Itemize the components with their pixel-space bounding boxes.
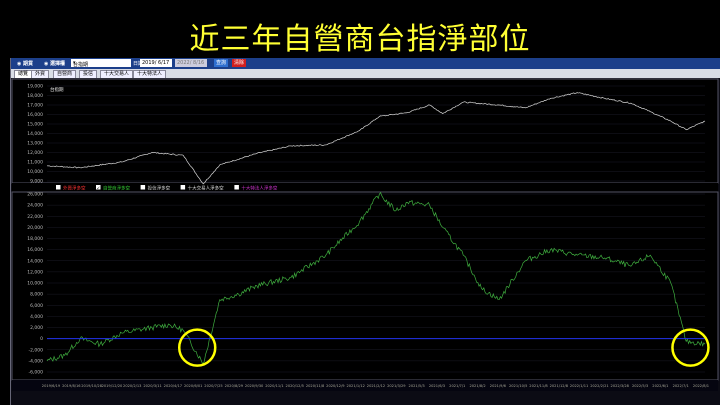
x-tick-label: 2022/3/28 (611, 384, 630, 388)
y-tick-label: 26,000 (27, 192, 43, 198)
y-tick-label: 16,000 (27, 112, 43, 118)
y-tick-label: 14,000 (27, 258, 43, 264)
x-tick-label: 2022/5/3 (632, 384, 648, 388)
y-tick-label: 8,000 (30, 292, 43, 298)
y-tick-label: 19,000 (27, 84, 43, 90)
position-panel (11, 191, 719, 381)
x-tick-label: 2021/6/3 (429, 384, 445, 388)
product-select[interactable]: 台指期 ▾ (71, 59, 131, 68)
legend-checkbox (96, 185, 101, 190)
legend-label: 十大交易人淨多空 (188, 184, 224, 191)
y-tick-label: 2,000 (30, 325, 43, 331)
legend-checkbox (56, 185, 61, 190)
y-tick-label: 16,000 (27, 247, 43, 253)
x-tick-label: 2020/9/30 (245, 384, 264, 388)
x-tick-label: 2022/7/1 (673, 384, 689, 388)
y-tick-label: 12,000 (27, 269, 43, 275)
x-tick-label: 2022/2/21 (590, 384, 608, 388)
legend-checkbox (180, 185, 186, 190)
series-line (46, 191, 706, 365)
legend-label: 十大特法人淨多空 (241, 184, 277, 191)
x-tick-label: 2021/12/8 (550, 384, 569, 388)
tab-bar: 總覽 外資 自營商 投信 十大交易人 十大特法人 (11, 69, 720, 78)
x-tick-label: 2019/12/20 (102, 384, 123, 388)
tab-top10-institutions[interactable]: 十大特法人 (133, 70, 167, 78)
tab-top10-traders[interactable]: 十大交易人 (100, 70, 134, 78)
x-tick-label: 2021/3/29 (387, 384, 406, 388)
y-tick-label: 12,000 (27, 150, 43, 156)
radio-options[interactable]: ◉ 選擇權 (44, 61, 65, 67)
x-tick-label: 2022/6/1 (652, 384, 668, 388)
tab-foreign[interactable]: 外資 (31, 70, 50, 78)
date-label: 日期 (133, 61, 144, 67)
legend-label: 投信淨多空 (148, 184, 171, 191)
y-tick-label: 10,000 (27, 281, 43, 287)
y-tick-label: 14,000 (27, 131, 43, 137)
y-tick-label: 18,000 (27, 236, 43, 242)
x-tick-label: 2021/9/6 (490, 384, 507, 388)
x-tick-label: 2019/8/16 (62, 384, 81, 388)
annotation-circle (177, 328, 217, 367)
x-tick-label: 2020/6/01 (184, 384, 202, 388)
x-tick-label: 2020/2/13 (123, 384, 141, 388)
x-tick-label: 2021/2/12 (367, 384, 385, 388)
x-tick-label: 2020/7/25 (204, 384, 222, 388)
x-tick-label: 2020/12/9 (326, 384, 345, 388)
y-tick-label: 22,000 (27, 214, 43, 220)
x-tick-label: 2020/4/17 (164, 384, 182, 388)
query-button[interactable]: 查詢 (214, 59, 229, 67)
annotation-circle (671, 328, 710, 367)
tab-trust[interactable]: 投信 (79, 70, 98, 78)
legend-bar (12, 183, 718, 192)
y-tick-label: 0 (40, 336, 43, 342)
x-tick-label: 2020/3/11 (143, 384, 161, 388)
end-date-field[interactable]: 2022/ 8/16 (175, 59, 207, 67)
x-tick-label: 2021/5/3 (409, 384, 425, 388)
y-tick-label: 24,000 (27, 203, 43, 209)
y-tick-label: -6,000 (28, 370, 43, 376)
series-line (46, 92, 706, 185)
y-tick-label: 4,000 (30, 314, 43, 320)
y-tick-label: 13,000 (27, 141, 43, 147)
legend-checkbox (234, 185, 239, 190)
y-tick-label: 17,000 (27, 103, 43, 109)
page-title: 近三年自營商台指淨部位 (189, 22, 531, 57)
y-tick-label: -4,000 (28, 358, 43, 364)
x-tick-label: 2020/11/1 (265, 384, 283, 388)
start-date-field[interactable]: 2019/ 6/17 (140, 59, 172, 67)
y-tick-label: 11,000 (27, 160, 43, 166)
x-tick-label: 2019/6/19 (42, 384, 61, 388)
y-tick-label: 18,000 (27, 93, 43, 99)
legend-label: 外資淨多空 (63, 184, 86, 191)
legend-label: 自營商淨多空 (103, 184, 130, 191)
x-tick-label: 2021/11/8 (529, 384, 548, 388)
x-tick-label: 2021/8/2 (469, 384, 485, 388)
price-panel (11, 78, 719, 184)
y-tick-label: 10,000 (27, 169, 43, 175)
check-icon: ✓ (97, 186, 101, 191)
tab-dealer[interactable]: 自營商 (53, 70, 77, 78)
x-tick-label: 2020/12/5 (286, 384, 304, 388)
radio-futures[interactable]: ◉ 期貨 (17, 61, 33, 67)
toolbar: ◉ 期貨 ◉ 選擇權 台指期 ▾ 日期 2019/ 6/17 2022/ 8/1… (11, 58, 720, 69)
x-tick-label: 2021/1/12 (346, 384, 364, 388)
y-tick-label: 6,000 (30, 303, 43, 309)
legend-checkbox (140, 185, 146, 190)
x-tick-label: 2019/10/28 (81, 384, 102, 388)
y-tick-label: 15,000 (27, 122, 43, 128)
clear-button[interactable]: 清除 (232, 59, 247, 67)
x-tick-label: 2020/11/8 (306, 384, 325, 388)
y-tick-label: 20,000 (27, 225, 43, 231)
x-tick-label: 2021/10/5 (509, 384, 527, 388)
x-tick-label: 2022/8/1 (693, 384, 709, 388)
x-tick-label: 2022/1/11 (570, 384, 588, 388)
x-tick-label: 2020/8/29 (225, 384, 244, 388)
price-chart-title: 台指期 (50, 86, 64, 93)
y-tick-label: 9,000 (30, 179, 43, 185)
x-tick-label: 2021/7/1 (449, 384, 465, 388)
y-tick-label: -2,000 (28, 347, 43, 353)
date-axis-panel (12, 380, 718, 391)
